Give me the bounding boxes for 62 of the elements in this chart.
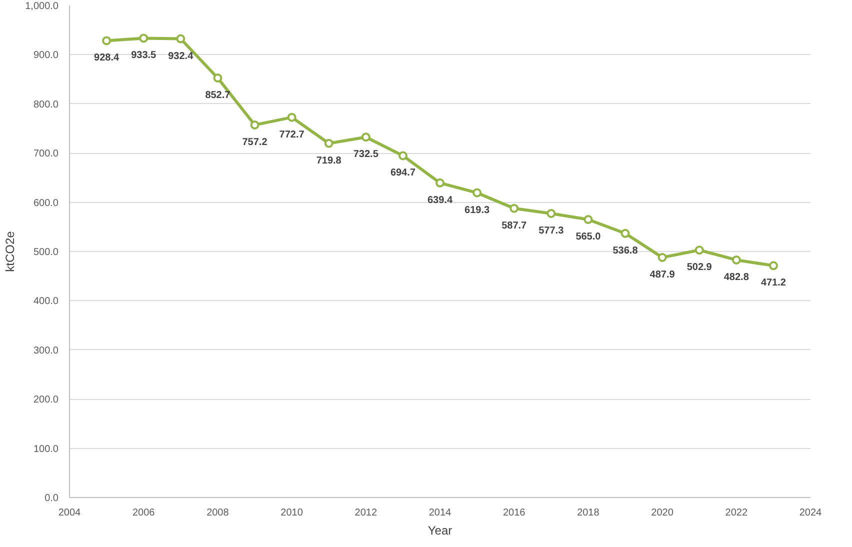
- y-axis-title: ktCO2e: [3, 230, 18, 272]
- text: 587.7: [502, 220, 527, 232]
- point: [176, 34, 186, 44]
- text: 932.4: [168, 50, 194, 62]
- text: 619.3: [464, 204, 490, 216]
- y-tick-label: 600.0: [33, 198, 59, 209]
- text: 732.5: [353, 149, 378, 160]
- text: 536.8: [612, 245, 638, 256]
- y-tick-label: 400.0: [33, 296, 59, 308]
- point: [472, 188, 482, 198]
- x-tick-label: 2012: [354, 508, 378, 518]
- text: 577.3: [538, 225, 564, 236]
- x-tick-label: 2008: [206, 508, 230, 518]
- y-tick-label: 700.0: [33, 148, 59, 160]
- x-tick-label: 2010: [280, 508, 304, 518]
- point: [546, 208, 556, 218]
- point: [139, 34, 148, 43]
- text: 471.2: [760, 278, 786, 289]
- y-tick-label: 200.0: [33, 394, 59, 406]
- text: 694.7: [390, 168, 416, 179]
- y-tick-label: 800.0: [33, 99, 59, 110]
- x-tick-label: 2006: [132, 508, 156, 518]
- text: 852.7: [205, 90, 230, 101]
- point: [213, 73, 222, 82]
- x-tick-label: 2020: [651, 508, 674, 518]
- point: [768, 261, 778, 270]
- y-tick-label: 900.0: [33, 50, 59, 62]
- point: [658, 252, 667, 262]
- point: [584, 215, 593, 224]
- text: 565.0: [576, 232, 601, 243]
- text: 487.9: [650, 269, 675, 280]
- point: [398, 151, 408, 160]
- point: [324, 138, 334, 148]
- y-tick-label: 0.0: [44, 493, 59, 504]
- text: 933.5: [131, 50, 156, 62]
- text: 502.9: [686, 262, 712, 274]
- point: [694, 246, 704, 255]
- text: 639.4: [427, 194, 453, 206]
- point: [287, 112, 296, 122]
- y-tick-label: 100.0: [33, 444, 59, 455]
- text: 772.7: [279, 129, 304, 140]
- text: 928.4: [94, 52, 120, 64]
- y-tick-label: 500.0: [33, 247, 59, 258]
- x-tick-label: 2014: [428, 508, 452, 518]
- y-tick-label: 1,000.0: [25, 1, 59, 12]
- y-tick-label: 300.0: [33, 345, 59, 356]
- text: 757.2: [242, 136, 268, 148]
- text: 719.8: [316, 155, 342, 166]
- point: [436, 178, 444, 188]
- point: [510, 204, 519, 213]
- text: 482.8: [724, 272, 749, 283]
- x-tick-label: 2024: [799, 508, 822, 518]
- x-axis-title: Year: [428, 524, 452, 538]
- x-tick-label: 2022: [725, 508, 748, 518]
- point: [732, 255, 741, 264]
- point: [361, 132, 370, 142]
- point: [102, 36, 112, 46]
- x-tick-label: 2016: [502, 508, 526, 518]
- point: [620, 228, 630, 238]
- x-tick-label: 2018: [577, 508, 600, 518]
- point: [250, 120, 260, 130]
- x-tick-label: 2004: [58, 508, 82, 518]
